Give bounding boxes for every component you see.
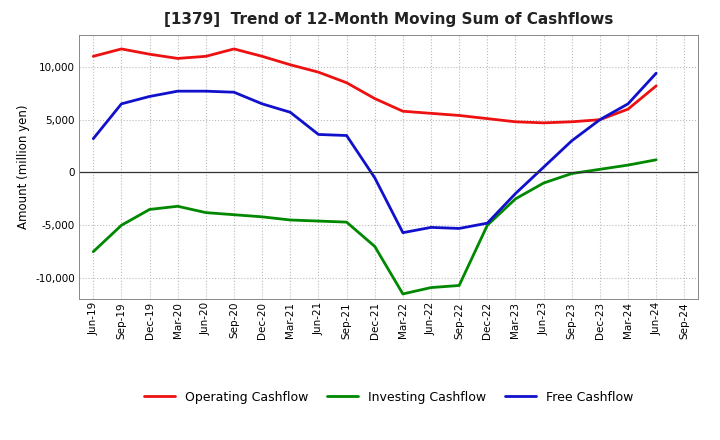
Investing Cashflow xyxy=(286,217,294,223)
Investing Cashflow xyxy=(595,167,604,172)
Free Cashflow xyxy=(89,136,98,141)
Free Cashflow xyxy=(145,94,154,99)
Free Cashflow xyxy=(567,138,576,143)
Operating Cashflow xyxy=(399,109,408,114)
Investing Cashflow xyxy=(370,244,379,249)
Investing Cashflow xyxy=(174,204,182,209)
Free Cashflow xyxy=(314,132,323,137)
Operating Cashflow xyxy=(370,96,379,101)
Investing Cashflow xyxy=(455,283,464,288)
Investing Cashflow xyxy=(89,249,98,254)
Operating Cashflow xyxy=(145,51,154,57)
Operating Cashflow xyxy=(286,62,294,67)
Operating Cashflow xyxy=(427,111,436,116)
Free Cashflow xyxy=(595,117,604,122)
Operating Cashflow xyxy=(202,54,210,59)
Free Cashflow xyxy=(258,101,266,106)
Line: Operating Cashflow: Operating Cashflow xyxy=(94,49,656,123)
Investing Cashflow xyxy=(230,212,238,217)
Free Cashflow xyxy=(624,101,632,106)
Investing Cashflow xyxy=(117,223,126,228)
Operating Cashflow xyxy=(89,54,98,59)
Free Cashflow xyxy=(370,175,379,180)
Operating Cashflow xyxy=(624,106,632,112)
Free Cashflow xyxy=(483,220,492,226)
Operating Cashflow xyxy=(174,56,182,61)
Investing Cashflow xyxy=(314,218,323,224)
Line: Free Cashflow: Free Cashflow xyxy=(94,73,656,233)
Free Cashflow xyxy=(511,191,520,196)
Legend: Operating Cashflow, Investing Cashflow, Free Cashflow: Operating Cashflow, Investing Cashflow, … xyxy=(144,391,634,404)
Operating Cashflow xyxy=(455,113,464,118)
Investing Cashflow xyxy=(258,214,266,220)
Y-axis label: Amount (million yen): Amount (million yen) xyxy=(17,105,30,229)
Free Cashflow xyxy=(455,226,464,231)
Operating Cashflow xyxy=(539,120,548,125)
Free Cashflow xyxy=(399,230,408,235)
Free Cashflow xyxy=(652,70,660,76)
Line: Investing Cashflow: Investing Cashflow xyxy=(94,160,656,294)
Investing Cashflow xyxy=(652,157,660,162)
Free Cashflow xyxy=(117,101,126,106)
Investing Cashflow xyxy=(539,180,548,186)
Free Cashflow xyxy=(286,110,294,115)
Investing Cashflow xyxy=(202,210,210,215)
Free Cashflow xyxy=(230,90,238,95)
Operating Cashflow xyxy=(511,119,520,125)
Operating Cashflow xyxy=(314,70,323,75)
Investing Cashflow xyxy=(342,220,351,225)
Operating Cashflow xyxy=(230,46,238,51)
Free Cashflow xyxy=(427,225,436,230)
Free Cashflow xyxy=(202,88,210,94)
Investing Cashflow xyxy=(427,285,436,290)
Investing Cashflow xyxy=(145,207,154,212)
Investing Cashflow xyxy=(567,171,576,176)
Free Cashflow xyxy=(342,133,351,138)
Free Cashflow xyxy=(539,165,548,170)
Operating Cashflow xyxy=(258,54,266,59)
Operating Cashflow xyxy=(567,119,576,125)
Operating Cashflow xyxy=(595,117,604,122)
Investing Cashflow xyxy=(399,291,408,297)
Investing Cashflow xyxy=(511,196,520,202)
Title: [1379]  Trend of 12-Month Moving Sum of Cashflows: [1379] Trend of 12-Month Moving Sum of C… xyxy=(164,12,613,27)
Investing Cashflow xyxy=(483,223,492,228)
Operating Cashflow xyxy=(117,46,126,51)
Investing Cashflow xyxy=(624,162,632,168)
Free Cashflow xyxy=(174,88,182,94)
Operating Cashflow xyxy=(652,83,660,88)
Operating Cashflow xyxy=(342,80,351,85)
Operating Cashflow xyxy=(483,116,492,121)
